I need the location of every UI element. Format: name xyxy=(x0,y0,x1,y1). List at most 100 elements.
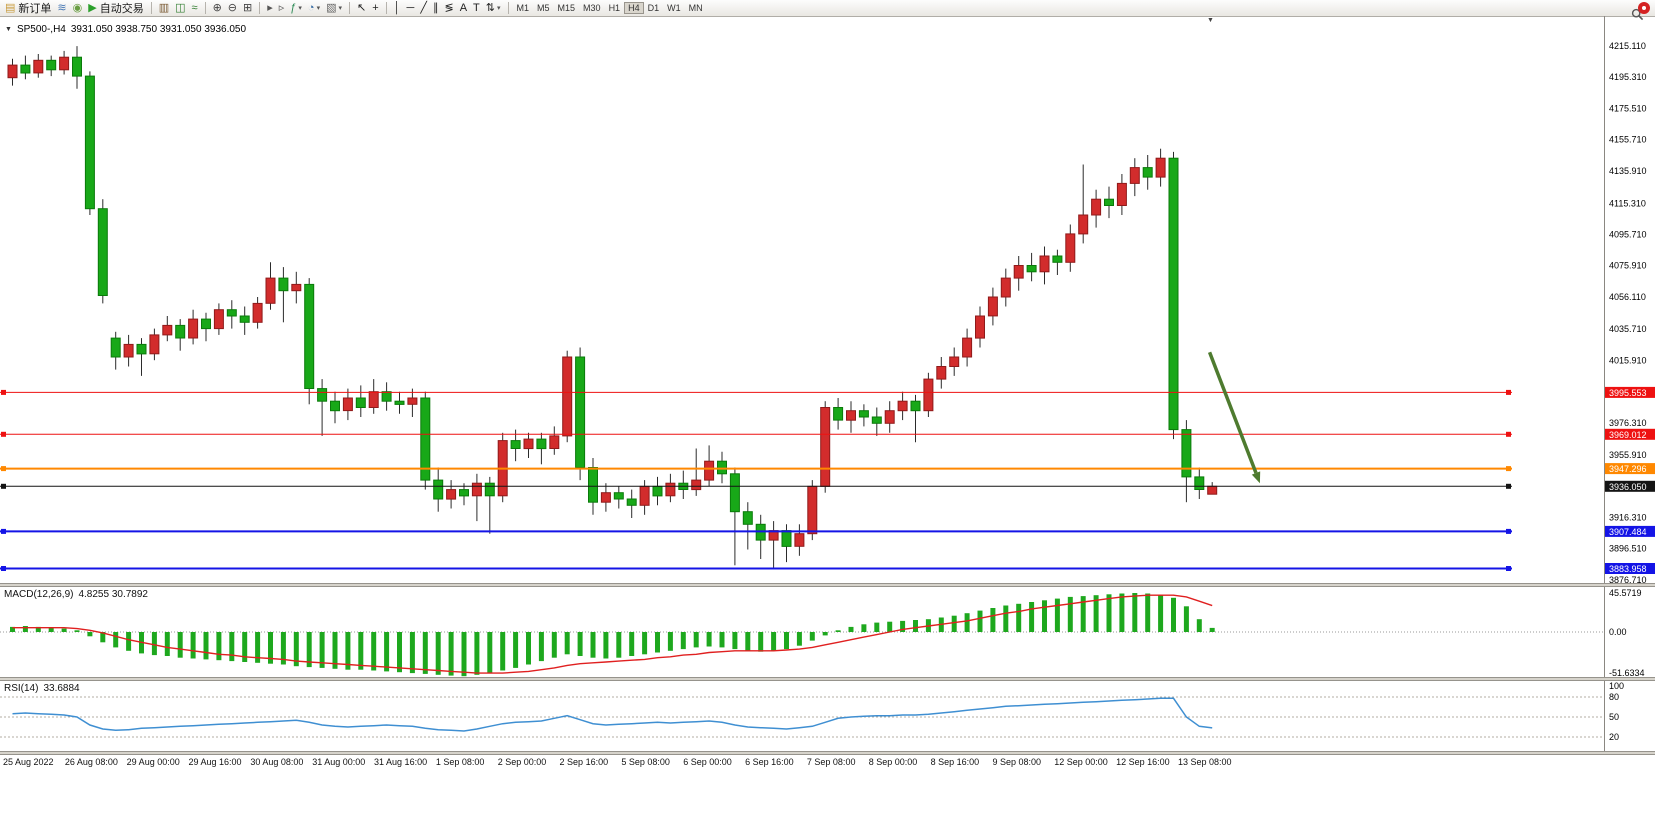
macd-histogram-bar xyxy=(913,620,918,632)
zoom-out-button[interactable]: ⊖ xyxy=(225,1,240,16)
templates-button[interactable]: ▧ ▾ xyxy=(323,1,345,16)
timeframe-mn-button[interactable]: MN xyxy=(688,3,703,13)
macd-histogram-bar xyxy=(706,632,712,647)
toolbar-separator xyxy=(259,2,261,14)
indicators-button[interactable]: ƒ ▾ xyxy=(287,1,305,16)
timeframe-h1-button[interactable]: H1 xyxy=(608,3,621,13)
time-axis-label: 1 Sep 08:00 xyxy=(435,757,485,767)
candle-body xyxy=(742,511,753,525)
macd-panel[interactable]: 45.5719 0.00 -51.6334 xyxy=(0,587,1655,677)
bar-chart-button[interactable]: ▥ xyxy=(156,1,172,16)
candle-body xyxy=(962,337,973,358)
zoom-in-button[interactable]: ⊕ xyxy=(210,1,225,16)
timeframe-d1-button[interactable]: D1 xyxy=(647,3,660,13)
timeframe-h4-button[interactable]: H4 xyxy=(624,2,644,14)
macd-histogram-bar xyxy=(848,626,854,632)
hline-handle[interactable] xyxy=(1506,483,1511,489)
candle-body xyxy=(20,64,31,74)
candlestick-chart-button[interactable]: ◫ xyxy=(172,1,188,16)
rsi-value: 33.6884 xyxy=(43,683,80,694)
panel-divider[interactable] xyxy=(0,583,1655,587)
candle-body xyxy=(252,302,263,323)
text-button[interactable]: A xyxy=(457,1,470,16)
zoom-in-icon: ⊕ xyxy=(212,1,222,14)
candle-body xyxy=(188,318,199,339)
fibonacci-button[interactable]: ≶ xyxy=(441,1,456,16)
candle-body xyxy=(613,492,624,500)
crosshair-icon: + xyxy=(372,1,379,14)
dropdown-caret-icon[interactable]: ▾ xyxy=(338,5,343,12)
community-button[interactable] xyxy=(1638,2,1650,14)
periods-button[interactable]: ◔ ▾ xyxy=(305,1,323,16)
timeframe-w1-button[interactable]: W1 xyxy=(667,3,681,13)
macd-histogram-bar xyxy=(964,613,970,632)
price-axis-label: 4056.110 xyxy=(1609,292,1646,302)
vertical-line-button[interactable]: │ xyxy=(391,1,404,16)
line-chart-button[interactable]: ≈ xyxy=(189,1,201,16)
new-order-button[interactable]: ▤ 新订单 xyxy=(2,1,54,16)
arrows-button[interactable]: ⇅ ▾ xyxy=(483,1,504,16)
timeframe-m5-button[interactable]: M5 xyxy=(537,3,550,13)
signals-icon: ◉ xyxy=(72,1,83,14)
dropdown-caret-icon[interactable]: ▾ xyxy=(316,5,321,12)
hline-handle[interactable] xyxy=(1506,466,1511,472)
price-badge xyxy=(1605,563,1655,574)
candle-body xyxy=(820,407,831,487)
macd-histogram-bar xyxy=(358,632,364,670)
dropdown-caret-icon[interactable]: ▾ xyxy=(298,5,302,12)
hline-handle[interactable] xyxy=(1,566,6,571)
chart-shift-button[interactable]: ▹ xyxy=(276,1,288,16)
toolbar-separator xyxy=(150,2,152,14)
equidistant-channel-button[interactable]: ∥ xyxy=(430,1,442,16)
candle-body xyxy=(1129,167,1140,184)
trendline-button[interactable]: ╱ xyxy=(417,1,430,16)
horizontal-line-button[interactable]: ─ xyxy=(404,1,418,16)
price-badge xyxy=(1605,428,1655,440)
grid-button[interactable]: ⊞ xyxy=(240,1,255,16)
auto-scroll-button[interactable]: ▸ xyxy=(264,1,276,16)
auto-trading-button-label: 自动交易 xyxy=(99,3,144,15)
rsi-indicator-label: RSI(14) 33.6884 xyxy=(4,683,80,694)
hline-handle[interactable] xyxy=(1,528,6,534)
hline-handle[interactable] xyxy=(1,389,6,395)
hline-handle[interactable] xyxy=(1506,431,1511,437)
hline-handle[interactable] xyxy=(1,483,6,489)
panel-divider[interactable] xyxy=(0,677,1655,681)
symbol-dropdown-icon[interactable]: ▼ xyxy=(5,26,12,33)
candle-body xyxy=(1142,167,1153,178)
depth-of-market-button[interactable]: ≋ xyxy=(54,1,69,16)
chart-shift-marker-icon[interactable]: ▼ xyxy=(1207,17,1214,24)
hline-handle[interactable] xyxy=(1506,389,1511,395)
trend-arrow-head xyxy=(1251,471,1261,484)
chart-ohlc-header: ▼ SP500-,H4 3931.050 3938.750 3931.050 3… xyxy=(5,24,246,35)
price-chart[interactable]: 4215.110 4195.310 4175.510 4155.710 4135.910… xyxy=(0,16,1655,583)
dropdown-caret-icon[interactable]: ▾ xyxy=(496,5,501,12)
candle-body xyxy=(304,283,315,389)
toolbar-right-group xyxy=(1631,2,1650,21)
label-button[interactable]: T xyxy=(470,1,483,16)
price-axis-label: 4015.910 xyxy=(1609,355,1647,365)
hline-handle[interactable] xyxy=(1,431,6,437)
timeframe-m30-button[interactable]: M30 xyxy=(583,3,601,13)
signals-button[interactable]: ◉ xyxy=(70,1,86,16)
time-axis-label: 13 Sep 08:00 xyxy=(1177,757,1232,767)
timeframe-m15-button[interactable]: M15 xyxy=(557,3,576,13)
hline-handle[interactable] xyxy=(1,466,6,472)
candle-body xyxy=(484,482,495,497)
cursor-button[interactable]: ↖ xyxy=(354,1,369,16)
crosshair-button[interactable]: + xyxy=(369,1,381,16)
time-axis[interactable]: 25 Aug 2022 26 Aug 08:00 29 Aug 00:00 29 Au… xyxy=(0,755,1655,773)
add-indicator-icon: ƒ xyxy=(290,1,297,14)
candlestick-chart-icon: ◫ xyxy=(175,1,186,14)
hline-handle[interactable] xyxy=(1506,566,1511,571)
hline-handle[interactable] xyxy=(1506,528,1511,534)
trend-arrow[interactable] xyxy=(1207,351,1261,484)
panel-divider[interactable] xyxy=(0,751,1655,755)
macd-histogram-bar xyxy=(409,632,415,674)
clock-icon: ◔ xyxy=(307,1,315,14)
auto-trading-button[interactable]: ▶ 自动交易 xyxy=(85,1,146,16)
timeframe-m1-button[interactable]: M1 xyxy=(516,3,530,13)
candle-body xyxy=(7,64,18,79)
candle-body xyxy=(175,324,186,339)
